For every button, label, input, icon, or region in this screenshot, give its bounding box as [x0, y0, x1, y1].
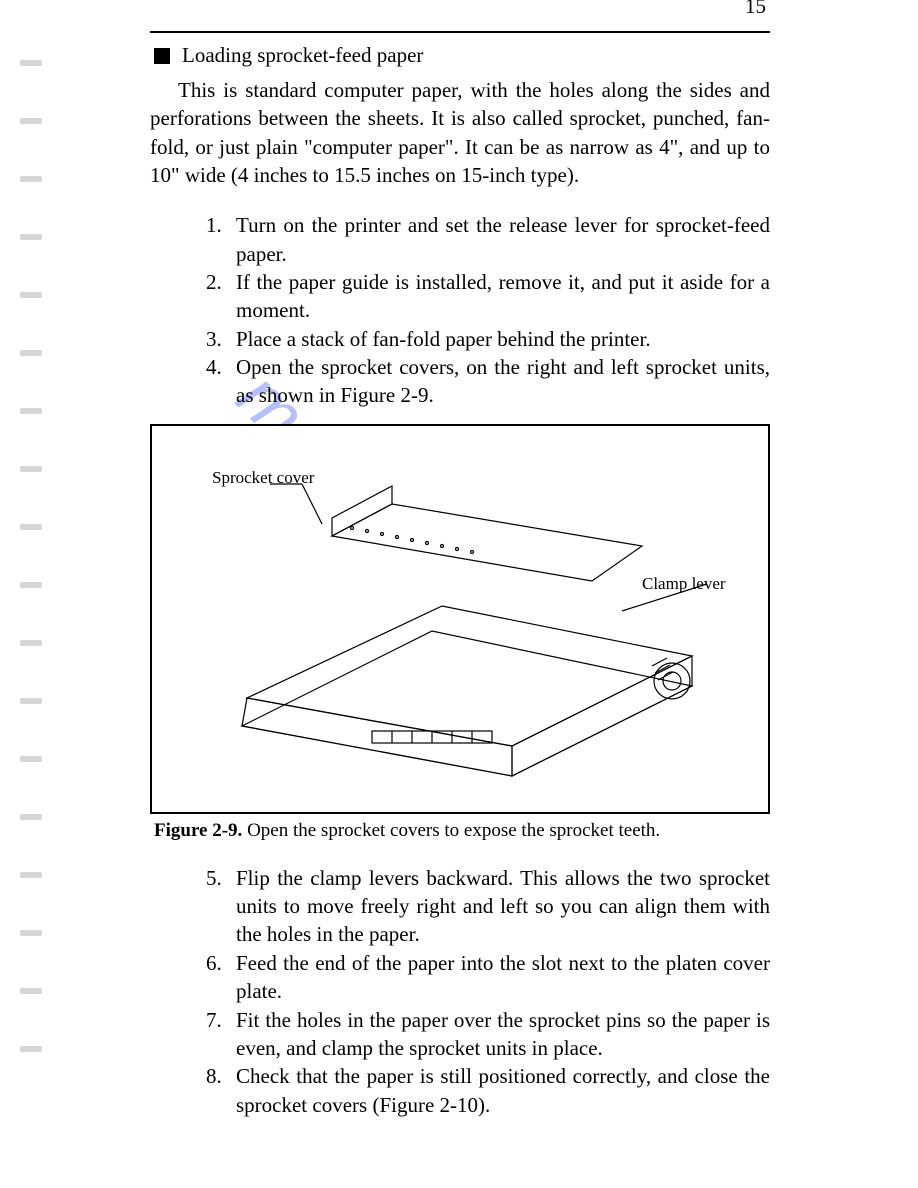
list-item: 3.Place a stack of fan-fold paper behind…: [206, 325, 770, 353]
steps-list-bottom: 5.Flip the clamp levers backward. This a…: [150, 864, 770, 1119]
list-item: 2.If the paper guide is installed, remov…: [206, 268, 770, 325]
figure-caption-text: Open the sprocket covers to expose the s…: [247, 820, 660, 841]
page-content: 15 Loading sprocket-feed paper This is s…: [150, 30, 770, 1133]
section-heading-text: Loading sprocket-feed paper: [182, 43, 423, 68]
list-item: 6.Feed the end of the paper into the slo…: [206, 949, 770, 1006]
list-item: 8.Check that the paper is still position…: [206, 1062, 770, 1119]
list-item: 1.Turn on the printer and set the releas…: [206, 211, 770, 268]
bullet-square-icon: [154, 48, 170, 64]
section-heading: Loading sprocket-feed paper: [150, 43, 770, 68]
page-number: 15: [150, 0, 770, 19]
list-item: 5.Flip the clamp levers backward. This a…: [206, 864, 770, 949]
steps-list-top: 1.Turn on the printer and set the releas…: [150, 211, 770, 409]
printer-illustration: [152, 426, 768, 812]
figure-label: Figure 2-9.: [154, 820, 242, 841]
intro-paragraph: This is standard computer paper, with th…: [150, 76, 770, 189]
list-item: 4.Open the sprocket covers, on the right…: [206, 353, 770, 410]
list-item: 7.Fit the holes in the paper over the sp…: [206, 1006, 770, 1063]
scan-binding-marks: [20, 60, 42, 1052]
page-header-rule: [150, 31, 770, 33]
figure-2-9: Sprocket cover Clamp lever: [150, 424, 770, 814]
figure-caption: Figure 2-9. Open the sprocket covers to …: [154, 820, 770, 842]
